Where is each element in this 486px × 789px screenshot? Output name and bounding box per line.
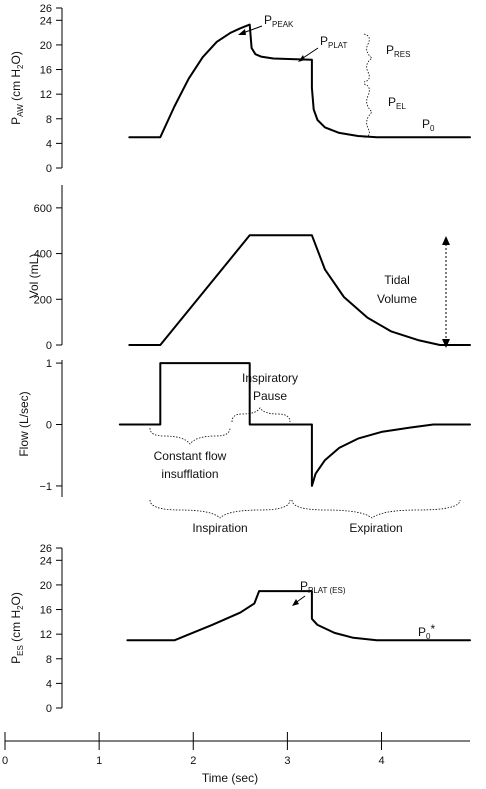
- brace-p-res: [363, 33, 373, 83]
- y-ticks-flow: −1 0 1: [39, 358, 62, 493]
- y-tick-label: 20: [40, 580, 52, 592]
- y-tick-label: 20: [40, 40, 52, 52]
- y-tick-label: 12: [40, 629, 52, 641]
- p-res-label: PRES: [386, 43, 410, 59]
- p-zero-es-label: P0*: [418, 622, 435, 641]
- panel-volume: 0 200 400 600 Vol (mL) Tidal Volume: [27, 185, 471, 352]
- annotation-p-plat: PPLAT: [298, 34, 348, 62]
- y-label-airway-pressure: PAW (cm H2O): [9, 51, 25, 125]
- y-label-volume: Vol (mL): [27, 254, 41, 299]
- inspiration-label: Inspiration: [192, 521, 247, 535]
- y-tick-label: 8: [46, 114, 52, 126]
- brace-expiration: [291, 499, 461, 519]
- tidal-volume-arrow: [442, 236, 450, 348]
- y-tick-label: 4: [46, 138, 52, 150]
- y-tick-label: 0: [46, 420, 52, 432]
- x-tick-label: 3: [284, 755, 290, 767]
- y-ticks-volume: 0 200 400 600: [34, 203, 62, 352]
- y-tick-label: 600: [34, 203, 52, 215]
- y-tick-label: 0: [46, 703, 52, 715]
- p-plat-es-arrowhead: [292, 599, 299, 606]
- inspiratory-pause-line2: Pause: [253, 389, 287, 403]
- y-tick-label: 0: [46, 340, 52, 352]
- y-tick-label: 24: [40, 555, 52, 567]
- annotation-p-plat-es: PPLAT (ES): [292, 579, 346, 606]
- constant-flow-line2: insufflation: [161, 467, 218, 481]
- brace-inspiratory-pause: [231, 407, 291, 423]
- annotation-p-peak: PPEAK: [238, 13, 294, 35]
- y-tick-label: 16: [40, 605, 52, 617]
- p-zero-label: P0: [422, 117, 435, 133]
- x-ticks-time: 0 1 2 3 4: [2, 732, 385, 767]
- y-tick-label: 24: [40, 15, 52, 27]
- y-tick-label: 26: [40, 3, 52, 15]
- y-tick-label: 8: [46, 654, 52, 666]
- y-tick-label: 12: [40, 89, 52, 101]
- y-tick-label: −1: [39, 481, 52, 493]
- esophageal-pressure-curve: [126, 590, 471, 642]
- brace-constant-flow: [149, 427, 231, 445]
- tidal-label-line2: Volume: [377, 292, 417, 306]
- x-label-time: Time (sec): [202, 771, 258, 785]
- tidal-label-line1: Tidal: [384, 273, 410, 287]
- expiration-label: Expiration: [349, 521, 402, 535]
- x-tick-label: 0: [2, 755, 8, 767]
- y-tick-label: 400: [34, 249, 52, 261]
- x-tick-label: 1: [96, 755, 102, 767]
- y-tick-label: 26: [40, 543, 52, 555]
- p-peak-arrowhead: [238, 29, 246, 35]
- volume-curve: [128, 234, 471, 346]
- brace-inspiration: [149, 499, 291, 519]
- constant-flow-line1: Constant flow: [154, 449, 227, 463]
- airway-pressure-curve: [128, 23, 471, 139]
- y-label-flow: Flow (L/sec): [17, 391, 31, 456]
- p-plat-arrowhead: [298, 55, 305, 62]
- y-tick-label: 200: [34, 294, 52, 306]
- y-tick-label: 1: [46, 358, 52, 370]
- x-tick-label: 2: [190, 755, 196, 767]
- inspiratory-pause-line1: Inspiratory: [242, 371, 298, 385]
- panel-flow: −1 0 1 Flow (L/sec) Inspiratory Pause Cons…: [17, 358, 471, 535]
- p-el-label: PEL: [388, 95, 406, 111]
- y-tick-label: 4: [46, 678, 52, 690]
- p-peak-label: PPEAK: [264, 13, 294, 29]
- time-axis: 0 1 2 3 4 Time (sec): [2, 732, 470, 785]
- y-tick-label: 16: [40, 65, 52, 77]
- flow-curve: [118, 362, 471, 487]
- p-plat-label: PPLAT: [320, 34, 348, 50]
- y-label-esophageal-pressure: PES (cm H2O): [9, 592, 25, 664]
- y-tick-label: 0: [46, 163, 52, 175]
- brace-p-el: [363, 83, 373, 139]
- x-tick-label: 4: [378, 755, 384, 767]
- p-plat-es-label: PPLAT (ES): [300, 579, 346, 595]
